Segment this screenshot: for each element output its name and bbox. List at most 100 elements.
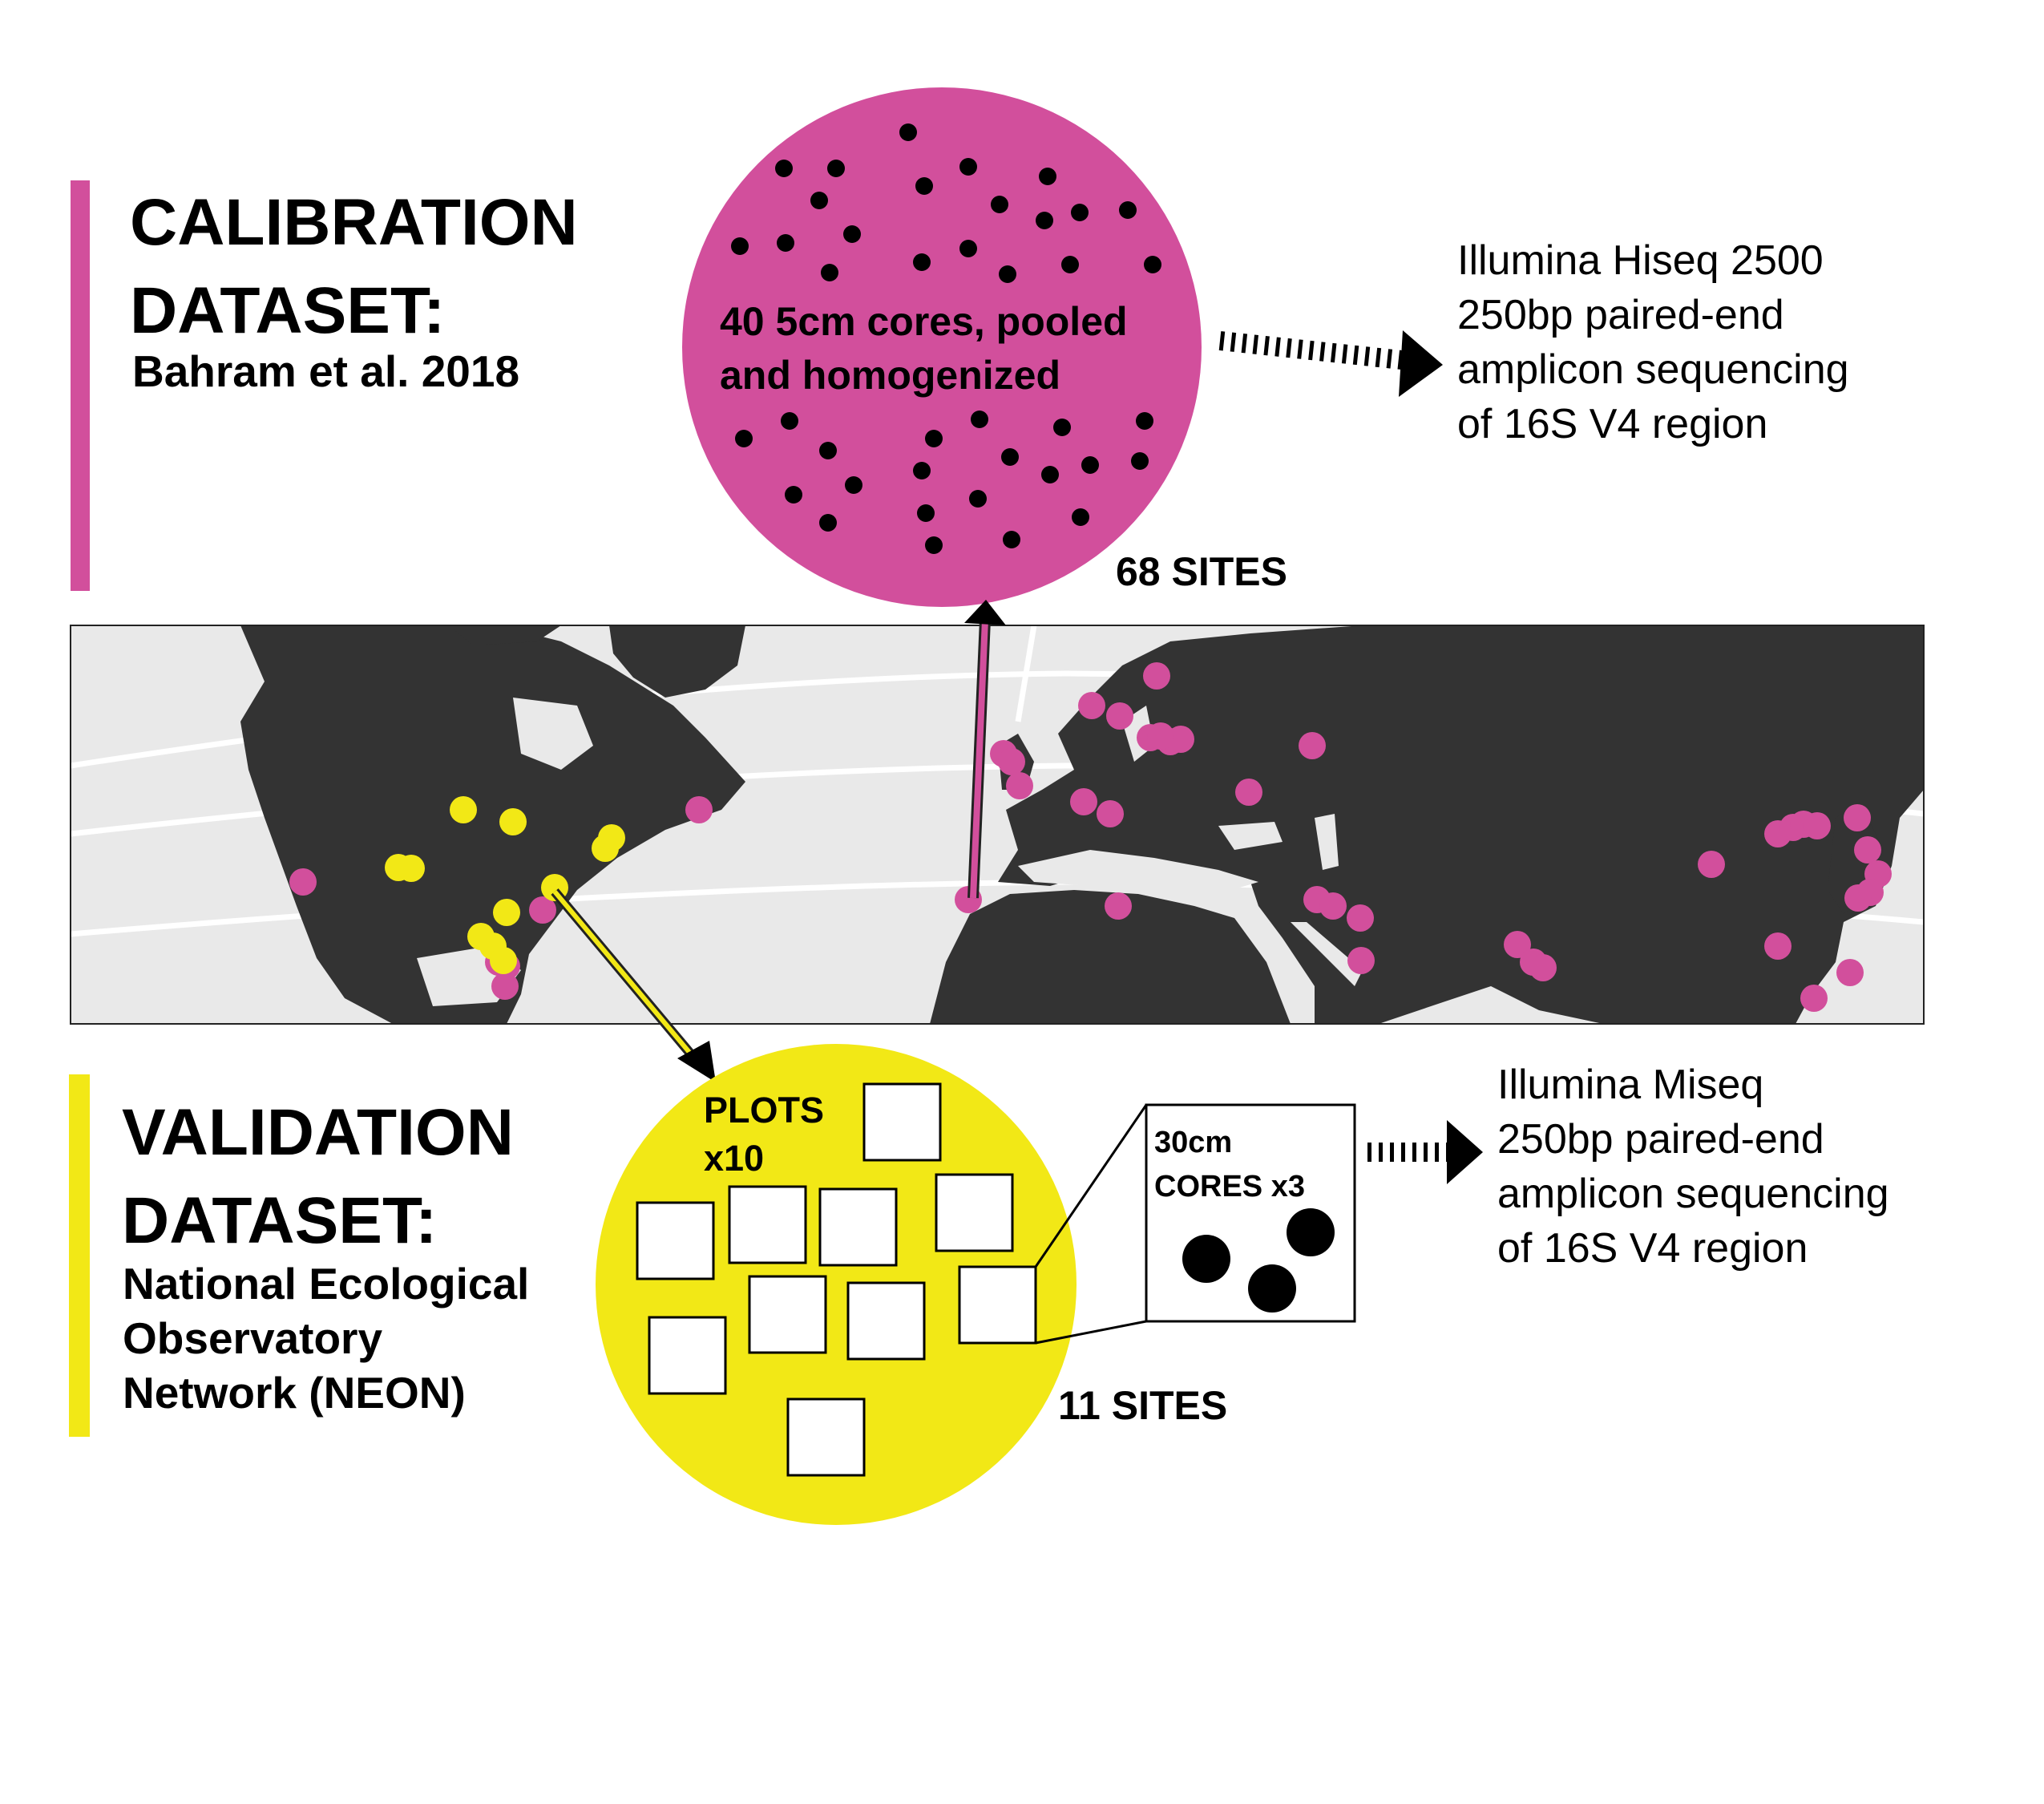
calibration-core-dots <box>731 123 1161 554</box>
core-dot <box>819 442 837 459</box>
calibration-site-marker <box>1844 804 1871 831</box>
validation-dashed-arrow <box>1367 1120 1483 1184</box>
core-dot <box>1053 419 1071 436</box>
core-dot <box>1041 466 1059 483</box>
cores-label-line1: 30cm <box>1154 1126 1232 1159</box>
core-dot <box>1003 531 1020 548</box>
africa-land <box>930 890 1291 1024</box>
validation-site-markers <box>385 796 625 974</box>
calibration-site-marker <box>1504 931 1531 958</box>
core-dot <box>969 490 987 508</box>
validation-title-line2: DATASET: <box>122 1184 437 1257</box>
plot-square <box>786 1397 866 1477</box>
validation-site-sample: PLOTS x10 <box>596 1044 1077 1525</box>
calibration-dashed-arrow <box>1218 330 1443 397</box>
calibration-sequencing-text: Illumina Hiseq 2500 250bp paired-end amp… <box>1457 237 1849 447</box>
calibration-sequencing-line1: Illumina Hiseq 2500 <box>1457 237 1824 284</box>
calibration-site-marker <box>491 973 519 1000</box>
validation-sequencing-line1: Illumina Miseq <box>1497 1062 1763 1108</box>
calibration-site-marker <box>1235 779 1262 806</box>
eurasia-land <box>998 625 1924 1024</box>
north-america-land <box>240 625 745 1024</box>
core-dot <box>810 192 828 209</box>
plots-label-line1: PLOTS <box>704 1090 824 1131</box>
validation-site-marker <box>450 796 477 823</box>
core-dot <box>777 234 794 252</box>
validation-site-marker <box>398 855 425 882</box>
cores-zoom-lines <box>1034 1104 1148 1345</box>
core-dot <box>827 160 845 177</box>
validation-site-marker <box>499 808 527 835</box>
calibration-site-marker <box>1106 702 1133 730</box>
core-dot <box>819 514 837 532</box>
cores-label-line2: CORES x3 <box>1154 1170 1305 1203</box>
world-map <box>70 625 1925 1025</box>
calibration-circle <box>682 87 1202 607</box>
calibration-sequencing-line4: of 16S V4 region <box>1457 401 1767 447</box>
core-dot <box>781 412 798 430</box>
calibration-circle-text-line2: and homogenized <box>720 353 1060 398</box>
calibration-title-line2: DATASET: <box>130 274 445 347</box>
calibration-composite-sample: 40 5cm cores, pooled and homogenized <box>682 87 1202 607</box>
calibration-site-marker <box>1347 904 1374 932</box>
core-dot <box>1036 212 1053 229</box>
validation-sites-label: 11 SITES <box>1058 1383 1227 1428</box>
core-dot <box>917 504 935 522</box>
core-dot <box>1136 412 1153 430</box>
calibration-site-marker <box>1070 788 1097 815</box>
calibration-circle-text-line1: 40 5cm cores, pooled <box>720 299 1128 344</box>
soil-core-dot <box>1182 1235 1230 1283</box>
arctic-islands-land <box>449 625 561 645</box>
plot-square <box>846 1281 926 1361</box>
validation-connector-arrow <box>551 888 716 1082</box>
core-dot <box>999 265 1016 283</box>
mediterranean-sea <box>1018 850 1258 894</box>
core-dot <box>1001 448 1019 466</box>
core-dot <box>1061 256 1079 273</box>
soil-core-dot <box>1287 1208 1335 1256</box>
calibration-sites-label: 68 SITES <box>1116 549 1287 594</box>
calibration-sequencing-line3: amplicon sequencing <box>1457 346 1849 393</box>
plot-square <box>958 1265 1037 1345</box>
plot-square <box>636 1201 715 1280</box>
calibration-site-marker <box>1006 772 1033 799</box>
calibration-connector-arrow <box>964 600 1006 899</box>
plot-square <box>728 1185 807 1264</box>
calibration-site-marker <box>529 896 556 924</box>
core-dot <box>1144 256 1161 273</box>
validation-site-marker <box>493 899 520 926</box>
greenland-land <box>609 625 745 698</box>
calibration-site-marker <box>1804 812 1831 839</box>
core-dot <box>959 158 977 176</box>
core-dot <box>925 536 943 554</box>
core-dot <box>845 476 862 494</box>
validation-site-marker <box>598 824 625 851</box>
core-dot <box>899 123 917 141</box>
calibration-site-marker <box>1105 892 1132 920</box>
calibration-site-marker <box>1529 954 1557 981</box>
core-dot <box>821 264 838 281</box>
validation-circle <box>596 1044 1077 1525</box>
calibration-site-marker <box>1097 800 1124 827</box>
calibration-accent-bar <box>71 180 90 591</box>
calibration-site-marker <box>1844 884 1872 912</box>
calibration-site-marker <box>1167 726 1194 753</box>
core-dot <box>1131 452 1149 470</box>
calibration-site-marker <box>1299 732 1326 759</box>
core-dot <box>913 253 931 271</box>
validation-title-line1: VALIDATION <box>122 1096 514 1169</box>
calibration-site-marker <box>1836 959 1864 986</box>
map-frame <box>70 625 1925 1025</box>
calibration-site-marker <box>998 748 1025 775</box>
validation-sequencing-line2: 250bp paired-end <box>1497 1116 1824 1163</box>
hudson-bay <box>513 698 593 770</box>
calibration-site-marker <box>1800 985 1828 1012</box>
core-dot <box>735 430 753 447</box>
calibration-site-marker <box>1347 947 1375 974</box>
plot-squares <box>636 1082 1037 1477</box>
core-dot <box>843 225 861 243</box>
core-dot <box>1119 201 1137 219</box>
core-dot <box>915 177 933 195</box>
plot-square <box>748 1275 827 1354</box>
